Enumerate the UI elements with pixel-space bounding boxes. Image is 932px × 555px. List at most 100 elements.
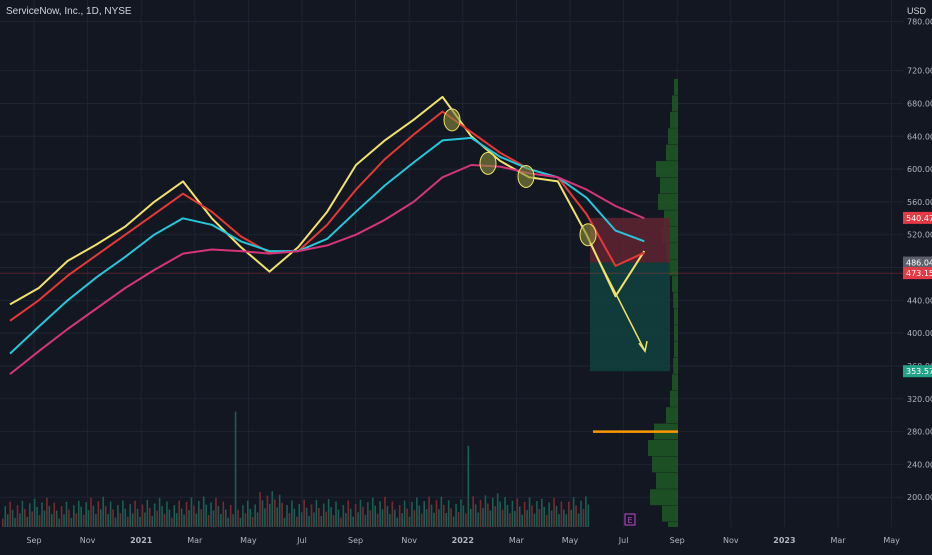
time-tick-label: Nov (723, 536, 739, 545)
volume-bar (484, 495, 487, 527)
volume-bar (514, 510, 516, 527)
volume-bar (518, 506, 521, 527)
currency-label: USD (907, 6, 927, 16)
volume-bar (185, 501, 188, 527)
volume-bar (567, 501, 570, 527)
volume-bar (112, 509, 114, 527)
profile-bar (672, 374, 678, 391)
volume-bar (122, 500, 124, 527)
volume-bar (281, 502, 283, 527)
volume-bar (117, 505, 119, 527)
volume-bar (41, 502, 43, 527)
profile-bar (673, 292, 678, 309)
price-tick-label: 440.00 (907, 296, 932, 305)
volume-bar (455, 503, 457, 527)
price-tick-label: 200.00 (907, 493, 932, 502)
volume-bar (168, 509, 171, 527)
volume-bar (558, 514, 560, 527)
profile-bar (674, 308, 678, 325)
projection-arrow (589, 242, 646, 352)
volume-bar (178, 500, 180, 527)
time-tick-label: Mar (187, 536, 203, 545)
volume-bar (472, 496, 474, 527)
volume-bar (217, 505, 220, 527)
volume-bar (188, 510, 190, 527)
time-tick-label: Jul (618, 536, 629, 545)
volume-bar (53, 502, 56, 527)
volume-bar (175, 513, 178, 527)
volume-bar (310, 504, 313, 527)
volume-bar (511, 500, 514, 527)
volume-bar (550, 510, 553, 527)
volume-bar (227, 517, 229, 527)
volume-bar (55, 510, 58, 527)
volume-bar (119, 513, 122, 527)
volume-bar (254, 504, 256, 527)
volume-bar (19, 513, 21, 527)
stop-loss-zone (590, 217, 670, 263)
volume-bar (256, 512, 259, 527)
volume-bar (136, 508, 139, 527)
profile-bar (673, 357, 678, 374)
volume-bar (107, 514, 109, 527)
volume-bar (242, 505, 244, 527)
volume-bar (501, 509, 504, 527)
volume-bar (433, 512, 435, 527)
volume-bar (134, 500, 136, 527)
volume-bar (359, 499, 362, 527)
volume-bar (38, 514, 41, 527)
price-label-text: 353.57 (906, 367, 932, 376)
volume-bar (447, 500, 450, 527)
volume-bar (577, 513, 580, 527)
volume-bar (141, 504, 144, 527)
volume-bar (545, 514, 548, 527)
volume-bar (129, 504, 131, 527)
volume-bar (251, 516, 254, 527)
price-axis[interactable]: 780.00 720.00 680.00 640.00 600.00 560.00 520.… (903, 0, 932, 550)
volume-bar (266, 495, 269, 527)
volume-bar (322, 503, 325, 527)
volume-bar (90, 497, 92, 527)
time-tick-label: Mar (509, 536, 525, 545)
volume-bar (11, 509, 14, 527)
volume-bar (406, 508, 408, 527)
price-tick-label: 720.00 (907, 67, 932, 76)
volume-bar (283, 517, 286, 527)
volume-bar (31, 511, 33, 527)
volume-bar (428, 496, 430, 527)
time-tick-label: Jul (296, 536, 307, 545)
volume-bar (357, 512, 359, 527)
volume-bar (207, 514, 210, 527)
volume-bar (114, 517, 117, 527)
profile-bar (670, 111, 678, 128)
profile-bar (670, 390, 678, 407)
volume-bar (582, 508, 585, 527)
volume-bar (425, 509, 428, 527)
volume-bar (492, 497, 494, 527)
volume-bar (526, 510, 528, 527)
earnings-badge: E (624, 513, 636, 526)
volume-bar (420, 513, 423, 527)
volume-bar (264, 508, 266, 527)
volume-bar (371, 497, 374, 527)
volume-bar (77, 500, 80, 527)
volume-bar (273, 499, 276, 527)
volume-bar (460, 499, 462, 527)
volume-bar (457, 512, 460, 527)
volume-bar (467, 445, 470, 527)
volume-bar (286, 505, 288, 527)
volume-bar (205, 504, 207, 527)
volume-bar (369, 510, 372, 527)
volume-bar (396, 517, 399, 527)
volume-bar (479, 499, 482, 527)
volume-bar (229, 505, 232, 527)
time-axis[interactable]: Sep Nov 2021 Mar May Jul Sep Nov 2022 Mar May Jul Se… (0, 527, 932, 550)
volume-bar (58, 518, 60, 527)
volume-bar (259, 492, 261, 527)
volume-bar (435, 500, 438, 527)
volume-bar (313, 512, 315, 527)
volume-bar (318, 507, 320, 527)
volume-bar (563, 509, 565, 527)
